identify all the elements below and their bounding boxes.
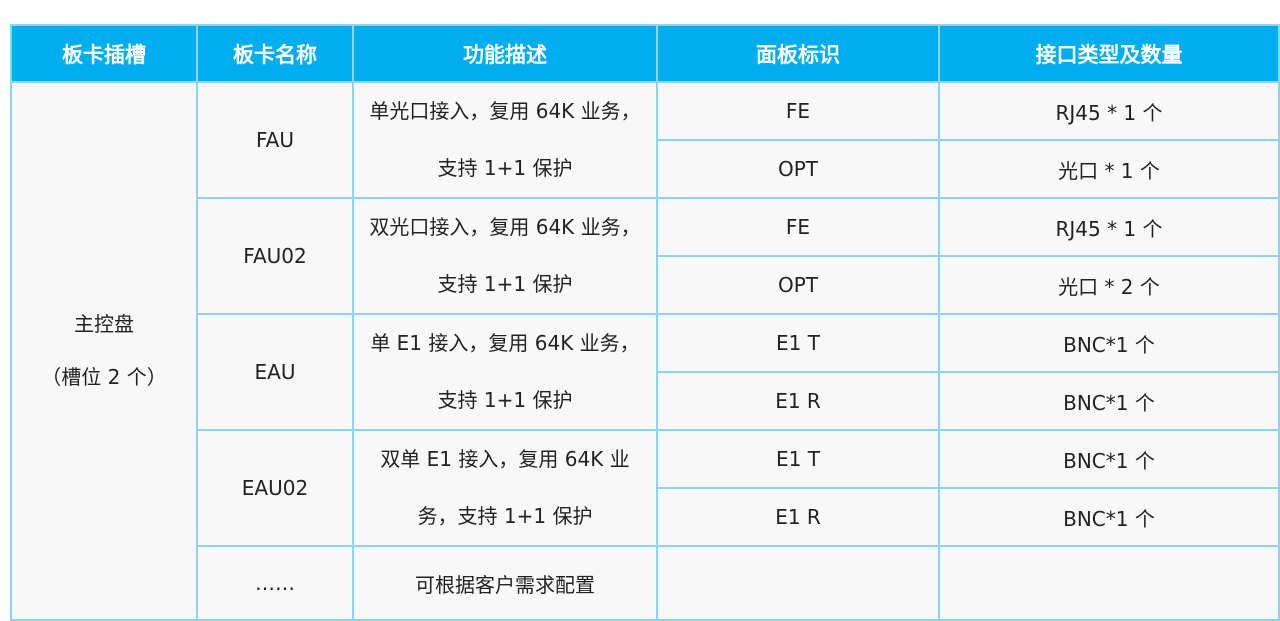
board-name: FAU <box>196 81 354 199</box>
interface: BNC*1 个 <box>938 429 1280 489</box>
header-panel-label: 面板标识 <box>656 24 940 83</box>
interface: BNC*1 个 <box>938 313 1280 373</box>
interface: BNC*1 个 <box>938 487 1280 547</box>
interface: RJ45 * 1 个 <box>938 197 1280 257</box>
table-row: …… 可根据客户需求配置 <box>11 545 1280 621</box>
board-name: EAU02 <box>196 429 354 547</box>
board-name: EAU <box>196 313 354 431</box>
table-row: E1 R BNC*1 个 <box>11 371 1280 431</box>
table-row: FAU02 双光口接入，复用 64K 业务， 支持 1+1 保护 FE RJ45 … <box>11 197 1280 315</box>
table-row: OPT 光口 * 1 个 <box>11 139 1280 199</box>
interface: 光口 * 2 个 <box>938 255 1280 315</box>
desc-line: 单 E1 接入，复用 64K 业务， <box>370 331 640 355</box>
header-row: 板卡插槽 板卡名称 功能描述 面板标识 接口类型及数量 <box>10 24 1280 83</box>
desc-line: 支持 1+1 保护 <box>437 156 573 180</box>
slot-name: 主控盘 <box>74 312 134 336</box>
desc-line: 支持 1+1 保护 <box>437 272 573 296</box>
slot-cell: 主控盘 （槽位 2 个） <box>10 81 198 621</box>
panel-label: FE <box>656 81 940 141</box>
board-desc: 单 E1 接入，复用 64K 业务， 支持 1+1 保护 <box>352 313 658 431</box>
panel-label: FE <box>656 197 940 257</box>
interface: RJ45 * 1 个 <box>938 81 1280 141</box>
panel-label <box>656 545 940 621</box>
desc-line: 单光口接入，复用 64K 业务， <box>369 99 641 123</box>
panel-label: E1 R <box>656 371 940 431</box>
panel-label: OPT <box>656 139 940 199</box>
desc-line: 双光口接入，复用 64K 业务， <box>369 215 641 239</box>
board-desc: 双单 E1 接入，复用 64K 业务，支持 1+1 保护 <box>352 429 658 547</box>
board-desc: 可根据客户需求配置 <box>352 545 658 621</box>
panel-label: E1 T <box>656 429 940 489</box>
desc-line: 双单 E1 接入，复用 64K 业 <box>380 447 630 471</box>
board-name: …… <box>196 545 354 621</box>
panel-label: E1 R <box>656 487 940 547</box>
slot-count: （槽位 2 个） <box>41 365 167 389</box>
header-board-name: 板卡名称 <box>196 24 354 83</box>
desc-line: 支持 1+1 保护 <box>437 388 573 412</box>
panel-label: E1 T <box>656 313 940 373</box>
table-row: OPT 光口 * 2 个 <box>11 255 1280 315</box>
board-desc: 双光口接入，复用 64K 业务， 支持 1+1 保护 <box>352 197 658 315</box>
header-function: 功能描述 <box>352 24 658 83</box>
header-interface: 接口类型及数量 <box>938 24 1280 83</box>
board-name: FAU02 <box>196 197 354 315</box>
table-row: EAU 单 E1 接入，复用 64K 业务， 支持 1+1 保护 E1 T BNC… <box>11 313 1280 431</box>
table-row: EAU02 双单 E1 接入，复用 64K 业务，支持 1+1 保护 E1 T … <box>11 429 1280 547</box>
interface: 光口 * 1 个 <box>938 139 1280 199</box>
interface <box>938 545 1280 621</box>
table-row: 主控盘 （槽位 2 个） FAU 单光口接入，复用 64K 业务， 支持 1+1 保… <box>10 81 1280 621</box>
table-row: E1 R BNC*1 个 <box>11 487 1280 547</box>
desc-line: 务，支持 1+1 保护 <box>417 504 593 528</box>
interface: BNC*1 个 <box>938 371 1280 431</box>
header-slot: 板卡插槽 <box>10 24 198 83</box>
board-desc: 单光口接入，复用 64K 业务， 支持 1+1 保护 <box>352 81 658 199</box>
board-spec-table: 板卡插槽 板卡名称 功能描述 面板标识 接口类型及数量 主控盘 （槽位 2 个） … <box>10 24 1280 621</box>
panel-label: OPT <box>656 255 940 315</box>
